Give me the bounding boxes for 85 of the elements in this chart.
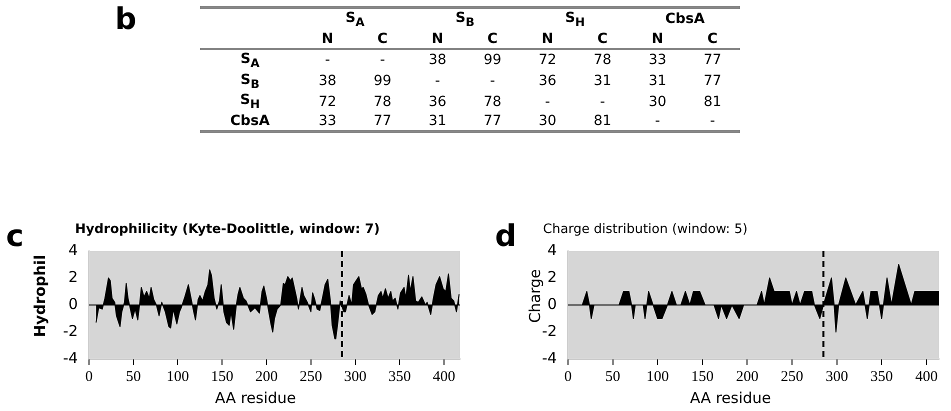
x-tick-label: 0 — [564, 368, 572, 385]
text: d — [495, 219, 516, 254]
x-tick-label: C — [575, 30, 630, 49]
x-tick-label: N — [520, 30, 575, 49]
y-tick-label: -2 — [542, 322, 557, 340]
y-tick-label: S$_{B}$ — [240, 70, 260, 92]
data-label: 72 — [318, 92, 338, 112]
x-tick-label: 300 — [826, 368, 848, 385]
data-label: 31 — [428, 112, 448, 132]
x-tick-label: 150 — [210, 368, 234, 385]
text: c — [6, 219, 24, 254]
y-tick-label: 2 — [68, 268, 78, 286]
data-label: 30 — [538, 112, 558, 132]
chart-title: Hydrophilicity (Kyte-Doolittle, window: 7) — [75, 222, 380, 237]
y-tick-label: -2 — [62, 322, 78, 340]
x-tick-label: 350 — [870, 368, 893, 385]
data-label: 81 — [702, 92, 722, 112]
x-tick-label: 50 — [126, 368, 141, 385]
data-label: 77 — [702, 72, 722, 91]
text: CbsA — [664, 10, 706, 30]
y-axis-title: Hydrophil — [31, 254, 49, 340]
x-tick-label: 350 — [388, 368, 411, 385]
text: - — [380, 52, 386, 68]
x-tick-label: C — [685, 30, 740, 49]
data-label: 36 — [538, 72, 558, 91]
text: - — [544, 94, 550, 110]
text: S$_{H}$ — [564, 9, 586, 30]
data-label: 31 — [592, 72, 612, 91]
x-axis-title: AA residue — [690, 389, 772, 407]
y-tick-label: S$_{A}$ — [239, 50, 261, 71]
y-tick-label: 2 — [547, 268, 557, 286]
x-tick-label: 150 — [691, 368, 714, 385]
data-label: 78 — [482, 92, 502, 112]
data-label: 38 — [318, 72, 338, 91]
text: S$_{A}$ — [344, 9, 366, 30]
x-tick-label: 400 — [432, 368, 456, 385]
data-label: 30 — [648, 92, 668, 112]
x-tick-label: 300 — [344, 368, 367, 385]
y-tick-label: CbsA — [229, 112, 271, 132]
x-tick-label: 100 — [166, 368, 189, 385]
x-tick-label: 200 — [255, 368, 278, 385]
text: - — [654, 113, 660, 130]
x-tick-label: 0 — [85, 368, 93, 385]
data-label: 31 — [648, 72, 668, 91]
x-tick-label: 250 — [780, 368, 804, 385]
y-tick-label: S$_{H}$ — [239, 91, 261, 112]
x-tick-label: N — [630, 30, 685, 49]
x-axis-title: AA residue — [215, 389, 296, 407]
text: - — [324, 52, 330, 68]
x-tick-label: 200 — [736, 368, 758, 385]
x-tick-label: N — [410, 30, 465, 49]
data-label: 72 — [538, 51, 558, 70]
x-tick-label: 100 — [646, 368, 669, 385]
y-tick-label: 4 — [547, 240, 557, 259]
data-label: 36 — [428, 92, 448, 112]
data-label: 99 — [482, 51, 502, 70]
data-label: 33 — [648, 51, 668, 70]
data-label: 77 — [482, 112, 502, 132]
data-label: 33 — [318, 112, 338, 132]
y-tick-label: -4 — [542, 348, 557, 367]
y-tick-label: 0 — [547, 294, 557, 313]
data-label: 78 — [372, 92, 392, 112]
x-tick-label: N — [300, 30, 355, 49]
y-tick-label: 0 — [68, 294, 78, 313]
data-label: 81 — [592, 112, 612, 132]
x-tick-label: C — [465, 30, 520, 49]
chart-title: b — [115, 2, 136, 37]
data-label: 77 — [372, 112, 392, 132]
text: - — [490, 72, 496, 89]
chart-title: Charge distribution (window: 5) — [543, 222, 748, 237]
data-label: 38 — [428, 51, 448, 70]
text: - — [710, 113, 716, 130]
data-label: 77 — [702, 51, 722, 70]
x-tick-label: 50 — [605, 368, 620, 385]
data-label: 99 — [372, 72, 392, 91]
x-tick-label: C — [355, 30, 410, 49]
text: - — [600, 94, 606, 110]
data-label: 78 — [592, 51, 612, 70]
y-axis-title: Charge — [526, 268, 544, 324]
y-tick-label: 4 — [68, 240, 78, 259]
x-tick-label: 400 — [915, 368, 938, 385]
y-tick-label: -4 — [62, 348, 78, 367]
text: - — [434, 72, 440, 89]
text: S$_{B}$ — [454, 9, 476, 30]
x-tick-label: 250 — [300, 368, 322, 385]
